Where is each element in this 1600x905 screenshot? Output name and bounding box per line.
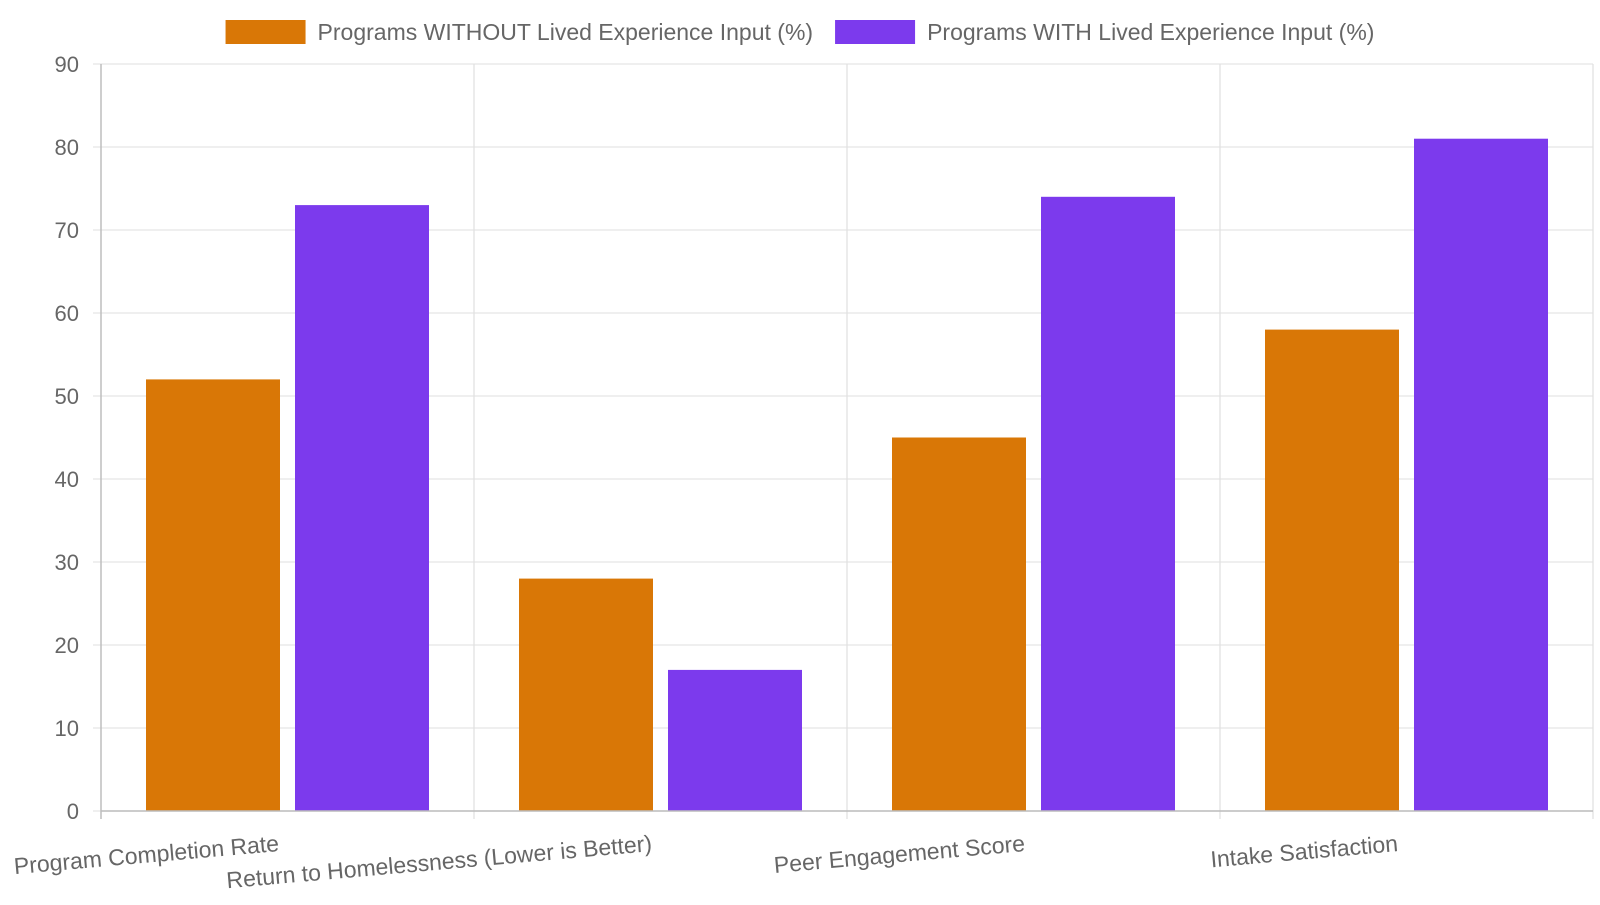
bars bbox=[146, 138, 1548, 812]
y-tick-label: 10 bbox=[55, 716, 79, 741]
y-tick-label: 0 bbox=[67, 799, 79, 824]
legend[interactable]: Programs WITHOUT Lived Experience Input … bbox=[225, 19, 1375, 45]
bar[interactable] bbox=[1265, 329, 1399, 811]
x-tick-label: Intake Satisfaction bbox=[1209, 830, 1399, 872]
y-tick-label: 20 bbox=[55, 633, 79, 658]
y-tick-label: 40 bbox=[55, 467, 79, 492]
bar[interactable] bbox=[295, 205, 429, 812]
y-tick-label: 60 bbox=[55, 301, 79, 326]
legend-label: Programs WITH Lived Experience Input (%) bbox=[927, 19, 1374, 45]
x-tick-label: Return to Homelessness (Lower is Better) bbox=[225, 830, 653, 893]
axes bbox=[100, 64, 1593, 819]
legend-item[interactable]: Programs WITHOUT Lived Experience Input … bbox=[225, 19, 814, 45]
y-tick-label: 30 bbox=[55, 550, 79, 575]
bar[interactable] bbox=[892, 437, 1026, 812]
legend-swatch bbox=[835, 20, 916, 44]
x-tick-label: Peer Engagement Score bbox=[773, 830, 1026, 878]
y-tick-label: 90 bbox=[55, 52, 79, 77]
y-tick-labels: 0 10 20 30 40 50 60 70 80 90 bbox=[55, 52, 79, 824]
bar[interactable] bbox=[1041, 196, 1175, 812]
y-tick-label: 70 bbox=[55, 218, 79, 243]
legend-swatch bbox=[225, 20, 306, 44]
bar[interactable] bbox=[146, 379, 280, 811]
legend-item[interactable]: Programs WITH Lived Experience Input (%) bbox=[835, 19, 1374, 45]
bar[interactable] bbox=[668, 669, 802, 811]
y-tick-label: 80 bbox=[55, 135, 79, 160]
legend-label: Programs WITHOUT Lived Experience Input … bbox=[318, 19, 814, 45]
y-tick-label: 50 bbox=[55, 384, 79, 409]
bar[interactable] bbox=[519, 578, 653, 811]
bar[interactable] bbox=[1414, 138, 1548, 811]
